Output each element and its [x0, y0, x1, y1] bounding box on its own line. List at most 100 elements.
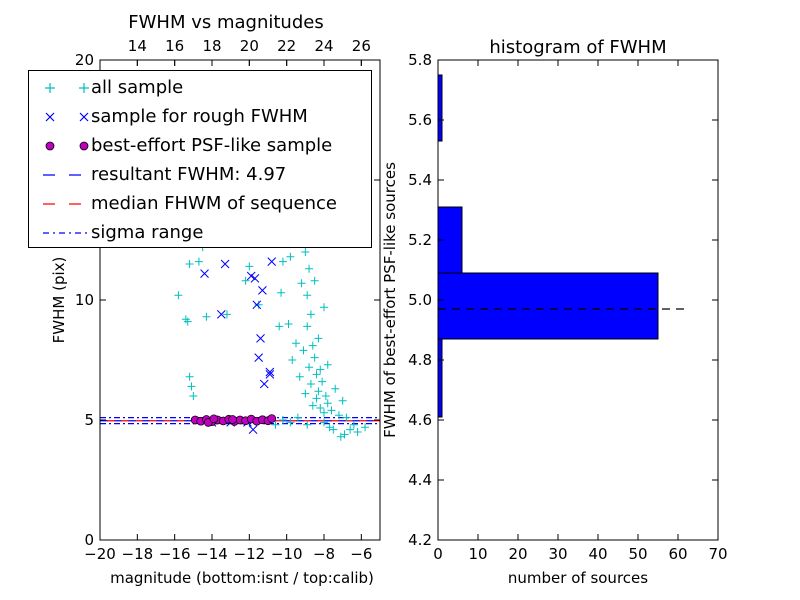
top-x-tick-label: 24	[314, 37, 333, 55]
data-point	[308, 401, 317, 410]
y-tick-label: 4.4	[408, 471, 432, 489]
data-point	[286, 252, 295, 261]
x-tick-label: 60	[668, 545, 687, 563]
data-point	[286, 418, 295, 427]
data-point	[228, 415, 237, 424]
data-point	[202, 312, 211, 321]
series-0	[174, 176, 370, 441]
data-point	[306, 380, 315, 388]
top-x-tick-label: 18	[202, 37, 221, 55]
data-point	[310, 276, 319, 285]
scatter-ylabel: FWHM (pix)	[50, 257, 68, 344]
data-point	[265, 367, 275, 377]
data-point	[194, 257, 203, 266]
legend-item-psf-sample: best-effort PSF-like sample	[29, 134, 369, 158]
x-tick-label: 50	[628, 545, 647, 563]
data-point	[250, 274, 260, 283]
y-tick-label: 10	[75, 291, 94, 309]
histogram-bar	[437, 338, 443, 418]
x-tick-label: 40	[588, 545, 607, 563]
y-tick-label: 4.6	[408, 411, 432, 429]
data-point	[338, 396, 347, 405]
y-tick-label: 20	[75, 51, 94, 69]
x-tick-label: −18	[122, 545, 154, 563]
data-point	[174, 291, 183, 300]
data-point	[334, 411, 343, 420]
dashed-line-icon	[43, 203, 81, 205]
data-point	[321, 392, 330, 400]
legend-label: median FHWM of sequence	[91, 193, 337, 214]
legend-item-sigma: sigma range	[29, 221, 369, 245]
x-tick-label: 10	[468, 545, 487, 563]
data-point	[277, 288, 286, 297]
data-point	[292, 339, 300, 348]
data-point	[308, 341, 317, 350]
data-point	[312, 370, 321, 379]
histogram-title: histogram of FWHM	[489, 37, 666, 58]
histogram-ylabel: FWHM of best-effort PSF-like sources	[381, 162, 399, 438]
data-point	[316, 365, 325, 374]
x-tick-label: −10	[271, 545, 303, 563]
data-point	[248, 425, 258, 434]
data-point	[303, 322, 312, 331]
data-point	[305, 363, 314, 372]
data-point	[256, 334, 265, 343]
data-point	[271, 420, 280, 429]
series-1	[200, 257, 277, 434]
data-point	[245, 262, 254, 271]
histogram-axes: 0 10 20 30 40 50 60 70 4.2 4.4 4.6 4.8 5.0 5.2 5.4 5.6 5…	[381, 37, 728, 587]
data-point	[185, 372, 194, 381]
y-tick-label: 4.8	[408, 351, 432, 369]
data-point	[327, 406, 336, 415]
data-point	[331, 384, 340, 393]
data-point	[303, 291, 312, 300]
scatter-axes: −20 −18 −16 −14 −12 −10 −8 −6 14 16 18 20 22 24 26 0 5 10…	[50, 12, 381, 587]
scatter-title: FWHM vs magnitudes	[128, 12, 323, 33]
data-point	[267, 414, 277, 423]
y-tick-label: 5.8	[408, 51, 432, 69]
data-point	[314, 387, 323, 396]
x-tick-label: −20	[84, 545, 116, 563]
scatter-legend: all sample sample for rough FWHM best-ef…	[28, 70, 372, 248]
y-tick-label: 5.2	[408, 231, 432, 249]
data-point	[320, 418, 328, 427]
histogram-bar	[437, 74, 443, 142]
data-point	[189, 392, 198, 400]
y-tick-label: 5.6	[408, 111, 432, 129]
x-tick-label: −6	[350, 545, 372, 563]
x-marker-icon	[45, 112, 89, 122]
data-point	[325, 423, 334, 432]
y-tick-label: 4.2	[408, 531, 432, 549]
legend-label: sigma range	[91, 222, 204, 243]
data-point	[305, 264, 314, 273]
x-tick-label: −8	[313, 545, 335, 563]
data-point	[314, 334, 323, 343]
data-point	[299, 346, 308, 355]
dashed-line-icon	[43, 174, 81, 176]
legend-item-rough-sample: sample for rough FWHM	[29, 105, 369, 129]
legend-label: sample for rough FWHM	[91, 106, 308, 127]
data-point	[297, 279, 306, 288]
data-point	[222, 310, 231, 319]
data-point	[346, 425, 355, 434]
top-x-tick-label: 26	[352, 37, 371, 55]
data-point	[316, 404, 325, 412]
data-point	[254, 353, 264, 362]
plus-marker-icon	[45, 83, 89, 93]
data-point	[340, 430, 349, 439]
top-x-tick-label: 16	[165, 37, 184, 55]
y-tick-label: 5	[84, 411, 94, 429]
data-point	[349, 420, 358, 429]
scatter-xlabel: magnitude (bottom:isnt / top:calib)	[110, 569, 374, 587]
x-tick-label: −14	[196, 545, 228, 563]
legend-item-resultant: resultant FWHM: 4.97	[29, 163, 369, 187]
data-point	[278, 257, 287, 266]
data-point	[310, 353, 319, 362]
y-tick-label: 5.4	[408, 171, 432, 189]
series-2	[190, 414, 277, 427]
legend-item-median: median FHWM of sequence	[29, 192, 369, 216]
data-point	[306, 310, 315, 319]
legend-label: best-effort PSF-like sample	[91, 135, 333, 156]
data-point	[295, 372, 304, 381]
